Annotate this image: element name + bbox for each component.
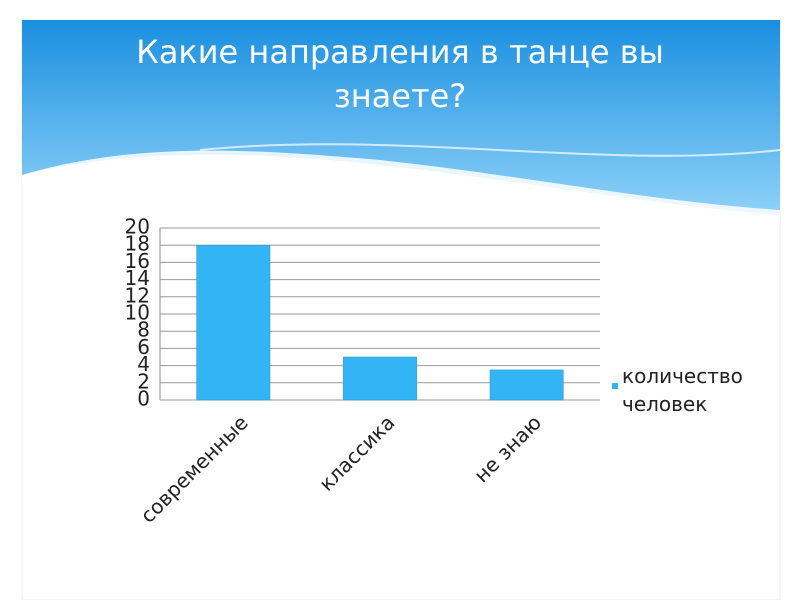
y-tick-label: 8 (137, 318, 150, 342)
y-tick-label: 16 (125, 249, 150, 273)
y-tick-label: 18 (125, 232, 150, 256)
y-tick-label: 20 (125, 215, 150, 239)
header-band (22, 20, 780, 215)
bar (489, 369, 564, 401)
y-tick-label: 14 (125, 266, 150, 290)
y-tick-label: 6 (137, 335, 150, 359)
bar (343, 356, 417, 401)
y-tick-label: 0 (137, 387, 150, 411)
y-tick-label: 2 (137, 369, 150, 393)
legend-label: количество человек (622, 364, 743, 416)
y-tick-label: 12 (125, 283, 150, 307)
y-tick-label: 10 (125, 301, 150, 325)
chart-title: Какие направления в танце вы знаете? (136, 33, 664, 115)
header-wave (22, 150, 780, 225)
y-tick-label: 4 (137, 352, 150, 376)
header-wave-line (199, 143, 781, 157)
legend-swatch (612, 383, 618, 389)
bar (196, 244, 271, 401)
